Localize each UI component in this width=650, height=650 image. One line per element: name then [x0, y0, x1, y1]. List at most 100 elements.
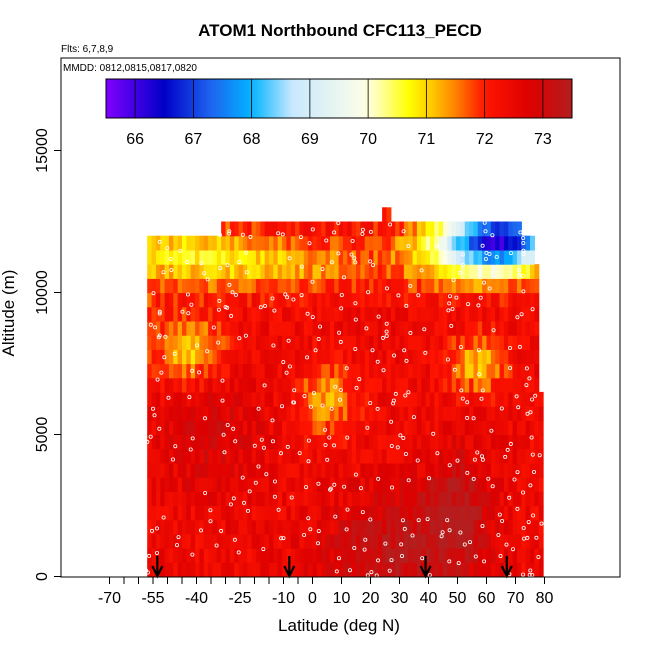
- field-cell: [464, 278, 470, 294]
- field-cell: [221, 420, 227, 436]
- field-cell: [356, 406, 361, 421]
- field-cell: [234, 349, 240, 365]
- field-cell: [264, 264, 270, 279]
- field-cell: [499, 377, 505, 393]
- field-cell: [303, 406, 309, 421]
- field-cell: [382, 505, 388, 521]
- field-cell: [229, 349, 235, 365]
- field-cell: [212, 519, 218, 535]
- field-cell: [534, 420, 540, 436]
- field-cell: [242, 278, 248, 294]
- field-cell: [382, 221, 388, 237]
- field-cell: [521, 235, 527, 251]
- field-cell: [242, 434, 248, 450]
- field-cell: [255, 477, 261, 492]
- field-cell: [269, 249, 274, 265]
- field-cell: [255, 221, 261, 237]
- field-cell: [203, 320, 209, 336]
- field-cell: [456, 533, 461, 549]
- field-cell: [386, 377, 392, 393]
- field-cell: [447, 420, 453, 436]
- field-cell: [203, 420, 209, 436]
- chart-title: ATOM1 Northbound CFC113_PECD: [198, 21, 482, 40]
- field-cell: [364, 320, 370, 336]
- sample-point: [147, 553, 152, 558]
- field-cell: [390, 533, 396, 549]
- field-cell: [168, 363, 174, 379]
- field-cell: [443, 477, 448, 492]
- field-cell: [212, 448, 218, 464]
- field-cell: [342, 377, 348, 393]
- field-cell: [334, 264, 340, 279]
- field-cell: [386, 278, 392, 294]
- field-cell: [508, 335, 514, 350]
- field-cell: [299, 434, 305, 450]
- field-cell: [273, 335, 279, 350]
- field-cell: [342, 448, 348, 464]
- field-cell: [212, 491, 218, 507]
- field-cell: [321, 462, 327, 478]
- field-cell: [234, 519, 240, 535]
- field-cell: [512, 548, 518, 563]
- sample-point: [190, 368, 195, 373]
- field-cell: [408, 491, 414, 507]
- field-cell: [277, 462, 283, 478]
- sample-point: [478, 295, 483, 300]
- field-cell: [421, 406, 427, 421]
- field-cell: [360, 264, 366, 279]
- field-cell: [208, 335, 214, 350]
- field-cell: [234, 391, 240, 407]
- field-cell: [221, 377, 227, 393]
- field-cell: [212, 562, 218, 578]
- field-cell: [373, 235, 379, 251]
- field-cell: [290, 306, 296, 322]
- field-cell: [356, 292, 361, 308]
- field-cell: [382, 462, 388, 478]
- field-cell: [395, 420, 401, 436]
- field-cell: [451, 420, 457, 436]
- field-cell: [356, 462, 361, 478]
- sample-point: [344, 527, 349, 532]
- field-cell: [155, 349, 161, 365]
- field-cell: [495, 491, 501, 507]
- field-cell: [395, 406, 401, 421]
- sample-point: [336, 220, 341, 225]
- field-cell: [360, 533, 366, 549]
- field-cell: [347, 278, 353, 294]
- field-cell: [164, 306, 170, 322]
- field-cell: [416, 320, 422, 336]
- sample-point: [344, 366, 349, 371]
- field-cell: [425, 292, 431, 308]
- field-cell: [477, 434, 483, 450]
- sample-point: [401, 435, 406, 440]
- sample-point: [211, 325, 216, 330]
- sample-point: [465, 470, 470, 475]
- sample-point: [447, 559, 452, 564]
- field-cell: [416, 533, 422, 549]
- field-cell: [295, 562, 301, 578]
- field-cell: [499, 462, 505, 478]
- sample-point: [486, 476, 491, 481]
- field-cell: [356, 505, 361, 521]
- field-cell: [421, 448, 427, 464]
- sample-point: [508, 441, 513, 446]
- field-cell: [155, 505, 161, 521]
- field-cell: [195, 391, 200, 407]
- field-cell: [512, 349, 518, 365]
- sample-point: [333, 514, 338, 519]
- field-cell: [377, 505, 383, 521]
- field-cell: [408, 391, 414, 407]
- field-cell: [151, 533, 157, 549]
- field-cell: [251, 462, 257, 478]
- sample-point: [316, 481, 321, 486]
- field-cell: [282, 548, 287, 563]
- field-cell: [173, 292, 179, 308]
- sample-point: [336, 556, 341, 561]
- field-cell: [469, 363, 475, 379]
- field-cell: [199, 462, 205, 478]
- field-cell: [334, 306, 340, 322]
- field-cell: [329, 306, 335, 322]
- field-cell: [221, 320, 227, 336]
- field-cell: [486, 292, 492, 308]
- field-cell: [530, 519, 535, 535]
